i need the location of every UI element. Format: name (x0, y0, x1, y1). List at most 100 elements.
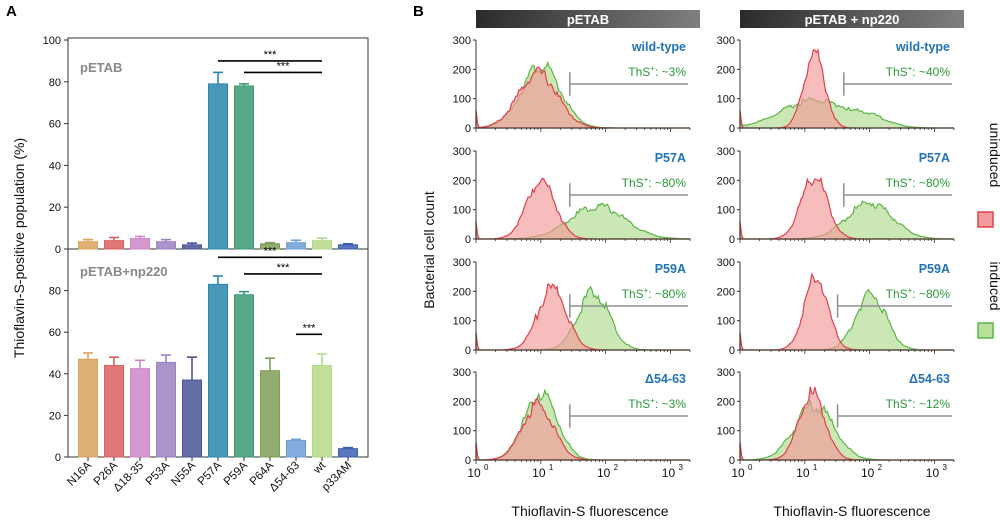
y-tick-label: 0 (55, 452, 61, 464)
x-tick-label-P53A: P53A (144, 459, 173, 488)
y-tick-label: 60 (49, 327, 61, 339)
y-tick-label: 60 (49, 119, 61, 131)
y-tick-label: 200 (453, 175, 471, 187)
induced-histogram (475, 202, 691, 240)
y-tick-label: 300 (717, 35, 735, 47)
y-tick-label: 80 (49, 286, 61, 298)
y-tick-label: 300 (717, 146, 735, 158)
bar-P26A (104, 364, 124, 458)
y-tick-label: 100 (717, 205, 735, 217)
x-tick-exponent: 2 (614, 463, 619, 472)
panel-a-bottom-title: pETAB+np220 (80, 264, 168, 279)
bar-P64A (260, 243, 280, 250)
significance-label: *** (264, 245, 278, 257)
y-tick-label: 300 (717, 367, 735, 379)
x-tick-exponent: 3 (942, 463, 947, 472)
strain-label: Δ54-63 (909, 372, 950, 386)
y-tick-label: 200 (717, 175, 735, 187)
x-tick-label: 10 (597, 466, 611, 480)
y-tick-label: 20 (49, 202, 61, 214)
histogram-P59A-pETAB-np220: 0 100 200 300 P59A ThS+: ~80% (717, 257, 955, 357)
panel-a-bar-charts: pETAB pETAB+np220 Thioflavin-S-positive … (11, 35, 369, 494)
x-tick-label: 10 (467, 466, 481, 480)
strain-label: wild-type (631, 40, 686, 54)
induced-histogram (739, 200, 954, 240)
y-tick-label: 0 (729, 455, 735, 467)
strain-label: wild-type (895, 40, 950, 54)
bar-wt (312, 240, 332, 250)
bar-P59A (234, 85, 254, 250)
bar-N55A (182, 244, 202, 250)
y-tick-label: 100 (453, 426, 471, 438)
y-tick-label: 200 (453, 64, 471, 76)
bar-wt (312, 364, 332, 458)
bar-p33AM (338, 244, 358, 250)
strain-label: P59A (655, 262, 686, 276)
panel-label-b: B (413, 3, 424, 20)
strain-label: P57A (655, 151, 686, 165)
x-tick-label-N16A: N16A (65, 459, 94, 488)
y-tick-label: 200 (717, 286, 735, 298)
column-header-pETAB-np220: pETAB + np220 (805, 12, 900, 27)
ths-positive-label: ThS+: ~80% (622, 175, 687, 190)
panel-a-top-title: pETAB (80, 60, 122, 75)
bar-p33AM (338, 448, 358, 458)
bar-P53A (156, 241, 176, 250)
column-header-bar-pETAB (476, 10, 700, 28)
legend-swatch-uninduced (977, 211, 994, 228)
significance-label: *** (277, 60, 291, 72)
panel-label-a: A (6, 3, 17, 20)
panel-a-x-tick-labels: N16AP26AΔ18-35P53AN55AP57AP59AP64AΔ54-63… (65, 457, 354, 494)
panel-b-histograms: pETAB pETAB + np220 Bacterial cell count… (421, 10, 1000, 519)
panel-a-ylabel: Thioflavin-S-positive population (%) (11, 138, 27, 358)
panel-b-xlabel-left: Thioflavin-S fluorescence (511, 503, 668, 519)
strain-label: Δ54-63 (645, 372, 686, 386)
x-tick-exponent: 1 (549, 463, 554, 472)
legend-swatch-induced (977, 322, 994, 339)
bar-Δ18-35 (130, 368, 150, 458)
x-tick-label: 10 (861, 466, 875, 480)
y-tick-label: 100 (43, 35, 61, 47)
y-tick-label: 20 (49, 410, 61, 422)
y-tick-label: 40 (49, 160, 61, 172)
y-tick-label: 0 (729, 123, 735, 135)
bar-P53A (156, 361, 176, 458)
panel-b-ylabel: Bacterial cell count (421, 191, 437, 309)
panel-a-bottom-plot: 0 20 40 60 80 *** *** *** (49, 245, 358, 464)
ths-positive-label: ThS+: ~80% (622, 286, 687, 301)
histogram-P57A-pETAB: 0 100 200 300 P57A ThS+: ~80% (453, 146, 691, 246)
y-tick-label: 100 (453, 205, 471, 217)
y-tick-label: 0 (55, 244, 61, 256)
x-tick-label: 10 (926, 466, 940, 480)
y-tick-label: 200 (453, 286, 471, 298)
bar-N16A (78, 241, 98, 250)
x-tick-label-N55A: N55A (169, 459, 198, 488)
x-tick-label-P57A: P57A (196, 459, 225, 488)
strain-label: P59A (919, 262, 950, 276)
y-tick-label: 40 (49, 369, 61, 381)
bar-Δ54-63 (286, 242, 306, 250)
y-tick-label: 0 (729, 234, 735, 246)
histogram-wild-type-pETAB-np220: 0 100 200 300 wild-type ThS+: ~40% (717, 35, 955, 135)
y-tick-label: 100 (453, 94, 471, 106)
y-tick-label: 80 (49, 77, 61, 89)
histogram-P59A-pETAB: 0 100 200 300 P59A ThS+: ~80% (453, 257, 691, 357)
ths-positive-label: ThS+: ~3% (628, 396, 686, 411)
histogram-wild-type-pETAB: 0 100 200 300 wild-type ThS+: ~3% (453, 35, 691, 135)
bar-Δ54-63 (286, 439, 306, 458)
x-tick-exponent: 2 (878, 463, 883, 472)
x-tick-label-wt: wt (311, 459, 329, 477)
significance-label: *** (277, 262, 291, 274)
column-header-pETAB: pETAB (567, 12, 609, 27)
y-tick-label: 300 (453, 367, 471, 379)
x-tick-exponent: 3 (678, 463, 683, 472)
y-tick-label: 100 (717, 426, 735, 438)
y-tick-label: 0 (729, 345, 735, 357)
bar-Δ18-35 (130, 238, 150, 250)
y-tick-label: 0 (465, 455, 471, 467)
bar-N55A (182, 379, 202, 458)
